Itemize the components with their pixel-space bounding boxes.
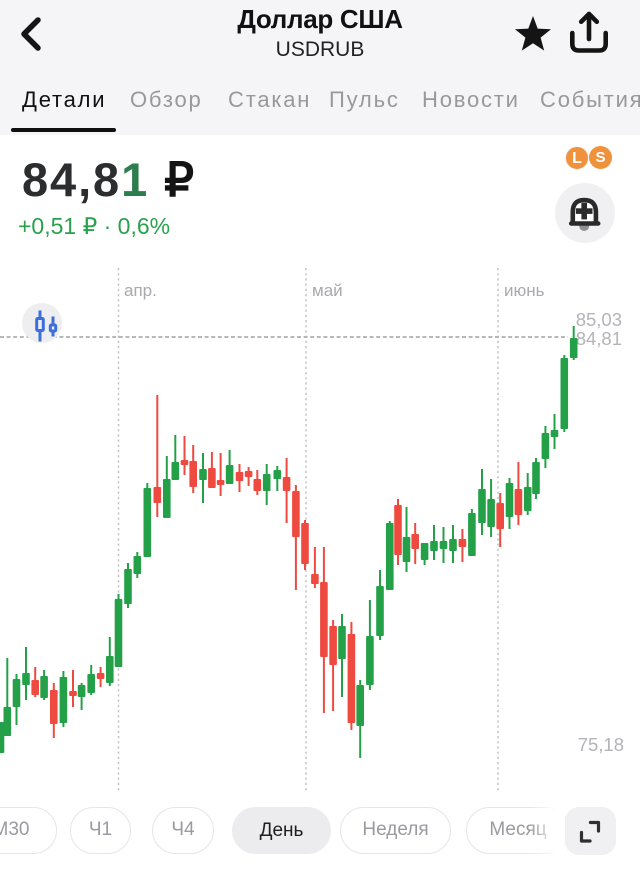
svg-text:75,18: 75,18 bbox=[578, 734, 624, 755]
svg-text:апр.: апр. bbox=[124, 281, 157, 300]
svg-text:май: май bbox=[312, 281, 343, 300]
svg-text:июнь: июнь bbox=[504, 281, 545, 300]
svg-text:84,81: 84,81 bbox=[576, 328, 622, 349]
svg-text:85,03: 85,03 bbox=[576, 309, 622, 330]
